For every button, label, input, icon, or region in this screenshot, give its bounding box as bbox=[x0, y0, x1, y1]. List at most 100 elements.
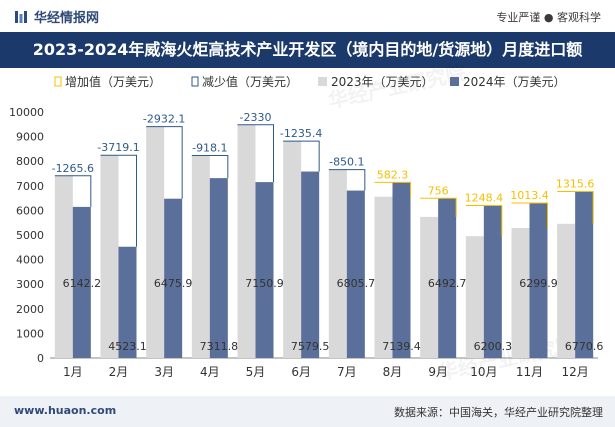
bar-2023 bbox=[237, 124, 256, 358]
bar-2024 bbox=[301, 171, 320, 358]
bar-2024 bbox=[392, 182, 411, 358]
change-value-label: 582.3 bbox=[377, 168, 409, 181]
change-value-label: -2932.1 bbox=[143, 113, 185, 126]
increase-bracket bbox=[511, 202, 548, 228]
value-label-2024: 6770.6 bbox=[565, 340, 604, 353]
huajing-logo-icon bbox=[14, 10, 28, 24]
change-value-label: -1235.4 bbox=[280, 127, 322, 140]
bar-2024 bbox=[529, 203, 548, 358]
bar-2023 bbox=[511, 227, 530, 358]
legend-increase-swatch bbox=[54, 76, 62, 87]
site-name: 华经情报网 bbox=[34, 11, 100, 26]
footer: www.huaon.com 数据来源：中国海关，华经产业研究院整理 bbox=[0, 396, 615, 427]
decrease-bracket bbox=[237, 124, 274, 183]
increase-bracket bbox=[420, 197, 457, 217]
change-value-label: 1315.6 bbox=[556, 177, 595, 190]
change-value-label: -2330 bbox=[240, 111, 272, 124]
increase-bracket bbox=[557, 190, 594, 224]
value-label-2024: 7311.8 bbox=[200, 340, 239, 353]
legend-2024-label: 2024年（万美元） bbox=[463, 75, 566, 89]
increase-bracket bbox=[465, 204, 503, 237]
y-tick-label: 6000 bbox=[16, 204, 44, 217]
bar-2023 bbox=[146, 126, 165, 358]
value-label-2024: 6475.9 bbox=[154, 277, 193, 290]
bar-2023 bbox=[100, 155, 119, 358]
y-tick-label: 5000 bbox=[16, 229, 44, 242]
change-value-label: 1013.4 bbox=[510, 189, 549, 202]
bar-2024 bbox=[255, 182, 274, 358]
x-tick-label: 8月 bbox=[383, 365, 403, 379]
y-tick-label: 7000 bbox=[16, 180, 44, 193]
bar-2024 bbox=[438, 198, 457, 358]
value-label-2024: 4523.1 bbox=[108, 340, 147, 353]
title-bar: 2023-2024年威海火炬高技术产业开发区（境内目的地/货源地）月度进口额 bbox=[0, 32, 615, 68]
change-value-label: 1248.4 bbox=[465, 191, 504, 204]
x-tick-label: 10月 bbox=[470, 365, 497, 379]
change-value-label: -850.1 bbox=[329, 156, 364, 169]
value-label-2024: 6142.2 bbox=[63, 277, 102, 290]
x-tick-label: 3月 bbox=[154, 365, 174, 379]
top-bar: 华经情报网 专业严谨 ● 客观科学 bbox=[0, 0, 615, 32]
bar-2023 bbox=[54, 175, 73, 358]
bar-2024 bbox=[118, 246, 137, 358]
change-value-label: -918.1 bbox=[192, 142, 227, 155]
y-tick-label: 1000 bbox=[16, 327, 44, 340]
bar-2024 bbox=[209, 178, 228, 358]
legend-decrease-label: 减少值（万美元） bbox=[202, 74, 298, 89]
bar-2024 bbox=[72, 206, 91, 358]
y-tick-label: 3000 bbox=[16, 278, 44, 291]
bar-2024 bbox=[483, 205, 502, 358]
decrease-bracket bbox=[328, 169, 366, 191]
value-label-2024: 6299.9 bbox=[519, 277, 558, 290]
x-tick-label: 12月 bbox=[562, 365, 589, 379]
x-tick-label: 6月 bbox=[291, 365, 311, 379]
x-tick-label: 1月 bbox=[63, 365, 83, 379]
website-link[interactable]: www.huaon.com bbox=[14, 404, 117, 417]
bar-2024 bbox=[575, 191, 594, 358]
legend-decrease-swatch bbox=[191, 76, 199, 87]
value-label-2024: 7150.9 bbox=[245, 277, 284, 290]
decrease-bracket bbox=[283, 140, 320, 172]
bar-2023 bbox=[328, 169, 347, 358]
brand: 华经情报网 bbox=[14, 7, 99, 26]
x-tick-label: 11月 bbox=[516, 365, 543, 379]
y-tick-label: 2000 bbox=[16, 303, 44, 316]
bar-2023 bbox=[420, 216, 439, 358]
bar-2023 bbox=[557, 223, 576, 358]
y-tick-label: 9000 bbox=[16, 131, 44, 144]
tagline: 专业严谨 ● 客观科学 bbox=[496, 11, 601, 24]
legend-2024-swatch bbox=[450, 77, 459, 86]
bar-2024 bbox=[164, 198, 183, 358]
bar-2023 bbox=[374, 196, 393, 358]
value-label-2024: 6492.7 bbox=[428, 277, 467, 290]
value-label-2024: 7579.5 bbox=[291, 340, 330, 353]
y-tick-label: 10000 bbox=[9, 106, 44, 119]
y-tick-label: 8000 bbox=[16, 155, 44, 168]
increase-bracket bbox=[374, 181, 411, 197]
legend-increase-label: 增加值（万美元） bbox=[65, 74, 161, 89]
x-tick-label: 9月 bbox=[428, 365, 448, 379]
legend-2023-label: 2023年（万美元） bbox=[331, 75, 434, 89]
change-value-label: -1265.6 bbox=[52, 162, 94, 175]
decrease-bracket bbox=[191, 155, 229, 179]
data-source: 数据来源：中国海关，华经产业研究院整理 bbox=[394, 406, 603, 419]
y-tick-label: 4000 bbox=[16, 254, 44, 267]
decrease-bracket bbox=[146, 126, 183, 199]
x-tick-label: 2月 bbox=[109, 365, 129, 379]
change-value-label: -3719.1 bbox=[97, 141, 139, 154]
change-value-label: 756 bbox=[428, 184, 449, 197]
x-tick-label: 7月 bbox=[337, 365, 357, 379]
x-tick-label: 5月 bbox=[246, 365, 266, 379]
x-tick-label: 4月 bbox=[200, 365, 220, 379]
chart-title: 2023-2024年威海火炬高技术产业开发区（境内目的地/货源地）月度进口额 bbox=[32, 40, 583, 59]
bar-2023 bbox=[283, 141, 302, 358]
value-label-2024: 6200.3 bbox=[474, 340, 513, 353]
y-tick-label: 0 bbox=[37, 352, 44, 365]
bar-2023 bbox=[191, 155, 210, 358]
decrease-bracket bbox=[54, 175, 92, 207]
decrease-bracket bbox=[100, 154, 137, 247]
bar-2023 bbox=[465, 236, 484, 358]
bar-2024 bbox=[346, 190, 365, 358]
value-label-2024: 7139.4 bbox=[382, 340, 421, 353]
